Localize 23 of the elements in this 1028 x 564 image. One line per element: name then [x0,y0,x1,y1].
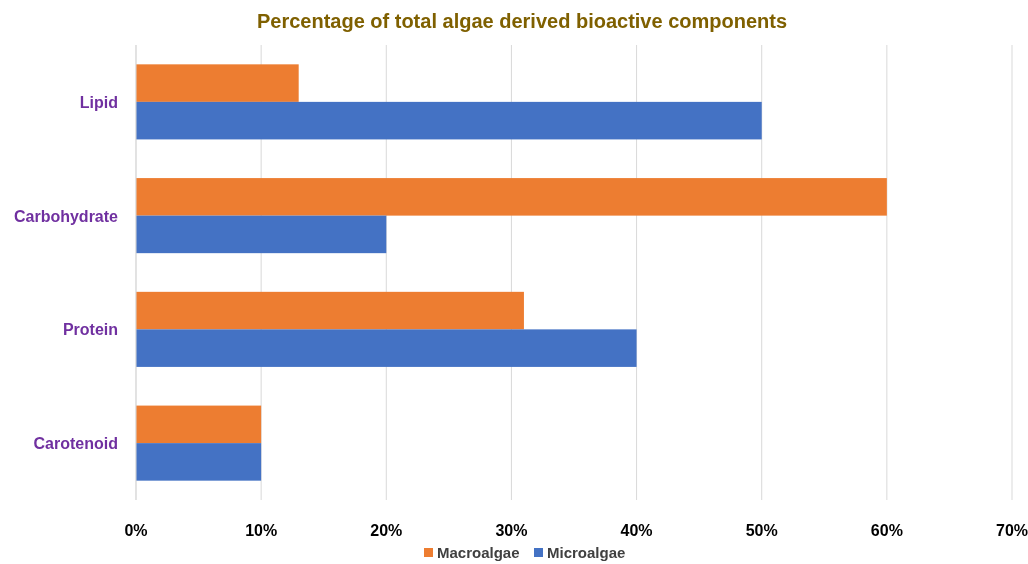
y-tick-label: Protein [62,321,118,339]
chart-title: Percentage of total algae derived bioactive components [256,10,788,32]
legend-label: Microalgae [547,544,626,561]
x-tick-label: 40% [620,522,653,539]
bar [136,291,524,330]
x-tick-label: 10% [245,522,278,539]
x-tick-label: 70% [995,522,1028,539]
bar [136,64,299,102]
x-tick-label: 0% [124,522,148,539]
bar [136,101,762,140]
bar [136,178,887,216]
bar [136,405,262,444]
legend-label: Macroalgae [437,544,520,561]
y-tick-label: Lipid [79,93,118,111]
x-tick-label: 30% [495,522,528,539]
x-tick-label: 50% [745,522,778,539]
bar [136,329,637,367]
x-tick-label: 20% [370,522,403,539]
x-tick-label: 60% [870,522,903,539]
y-tick-label: Carotenoid [33,435,118,453]
bar [136,215,387,254]
bar [136,443,262,481]
y-tick-label: Carbohydrate [13,207,119,225]
